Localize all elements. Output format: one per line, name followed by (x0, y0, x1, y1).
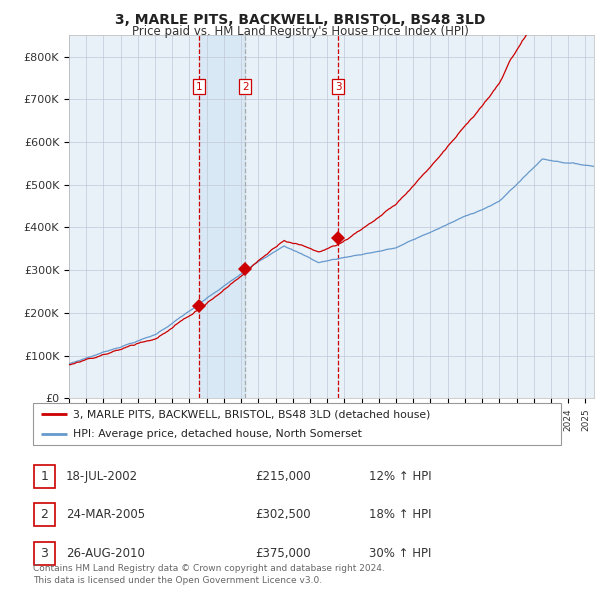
FancyBboxPatch shape (34, 542, 55, 565)
Text: 18-JUL-2002: 18-JUL-2002 (66, 470, 138, 483)
Text: 18% ↑ HPI: 18% ↑ HPI (369, 508, 431, 522)
Text: £375,000: £375,000 (255, 546, 311, 560)
FancyBboxPatch shape (34, 503, 55, 526)
Text: 12% ↑ HPI: 12% ↑ HPI (369, 470, 431, 483)
Text: £215,000: £215,000 (255, 470, 311, 483)
Text: 30% ↑ HPI: 30% ↑ HPI (369, 546, 431, 560)
Text: £302,500: £302,500 (255, 508, 311, 522)
Text: 26-AUG-2010: 26-AUG-2010 (66, 546, 145, 560)
Text: 1: 1 (40, 470, 49, 483)
Text: 3, MARLE PITS, BACKWELL, BRISTOL, BS48 3LD: 3, MARLE PITS, BACKWELL, BRISTOL, BS48 3… (115, 13, 485, 27)
Text: 3: 3 (335, 81, 341, 91)
Text: Contains HM Land Registry data © Crown copyright and database right 2024.
This d: Contains HM Land Registry data © Crown c… (33, 565, 385, 585)
Bar (199, 35, 245, 398)
Text: 2: 2 (40, 508, 49, 522)
FancyBboxPatch shape (33, 403, 561, 445)
Text: HPI: Average price, detached house, North Somerset: HPI: Average price, detached house, Nort… (73, 430, 361, 440)
Text: 24-MAR-2005: 24-MAR-2005 (66, 508, 145, 522)
Text: 1: 1 (196, 81, 202, 91)
Text: 3, MARLE PITS, BACKWELL, BRISTOL, BS48 3LD (detached house): 3, MARLE PITS, BACKWELL, BRISTOL, BS48 3… (73, 409, 430, 419)
Text: 3: 3 (40, 546, 49, 560)
Text: 2: 2 (242, 81, 248, 91)
Text: Price paid vs. HM Land Registry's House Price Index (HPI): Price paid vs. HM Land Registry's House … (131, 25, 469, 38)
FancyBboxPatch shape (34, 465, 55, 488)
